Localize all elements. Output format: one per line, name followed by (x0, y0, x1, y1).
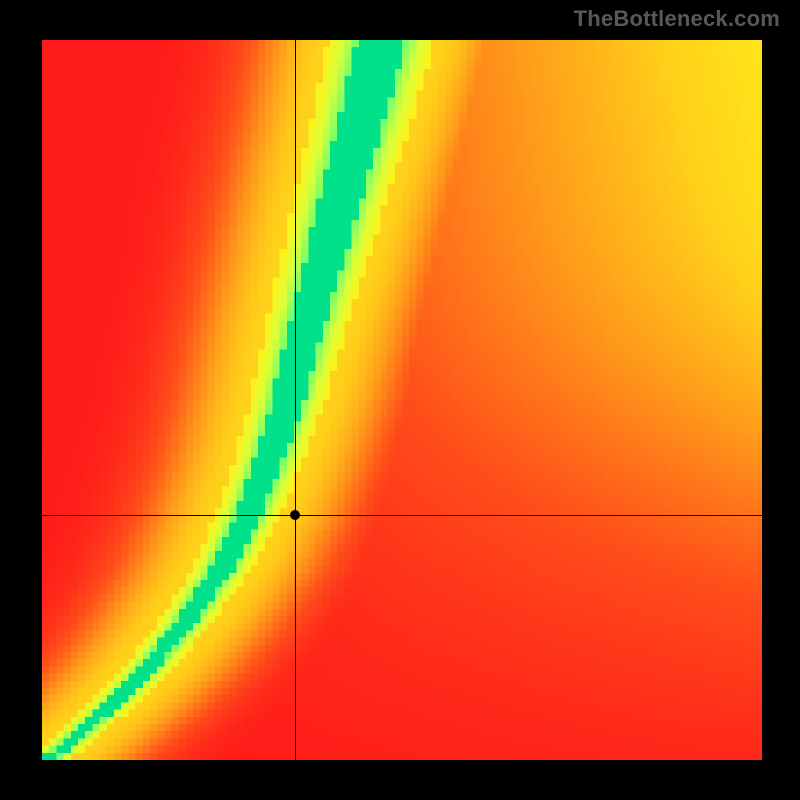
selection-marker-dot (290, 510, 300, 520)
watermark-text: TheBottleneck.com (574, 6, 780, 32)
crosshair-horizontal-line (42, 515, 762, 516)
crosshair-vertical-line (295, 40, 296, 760)
bottleneck-heatmap (42, 40, 762, 760)
